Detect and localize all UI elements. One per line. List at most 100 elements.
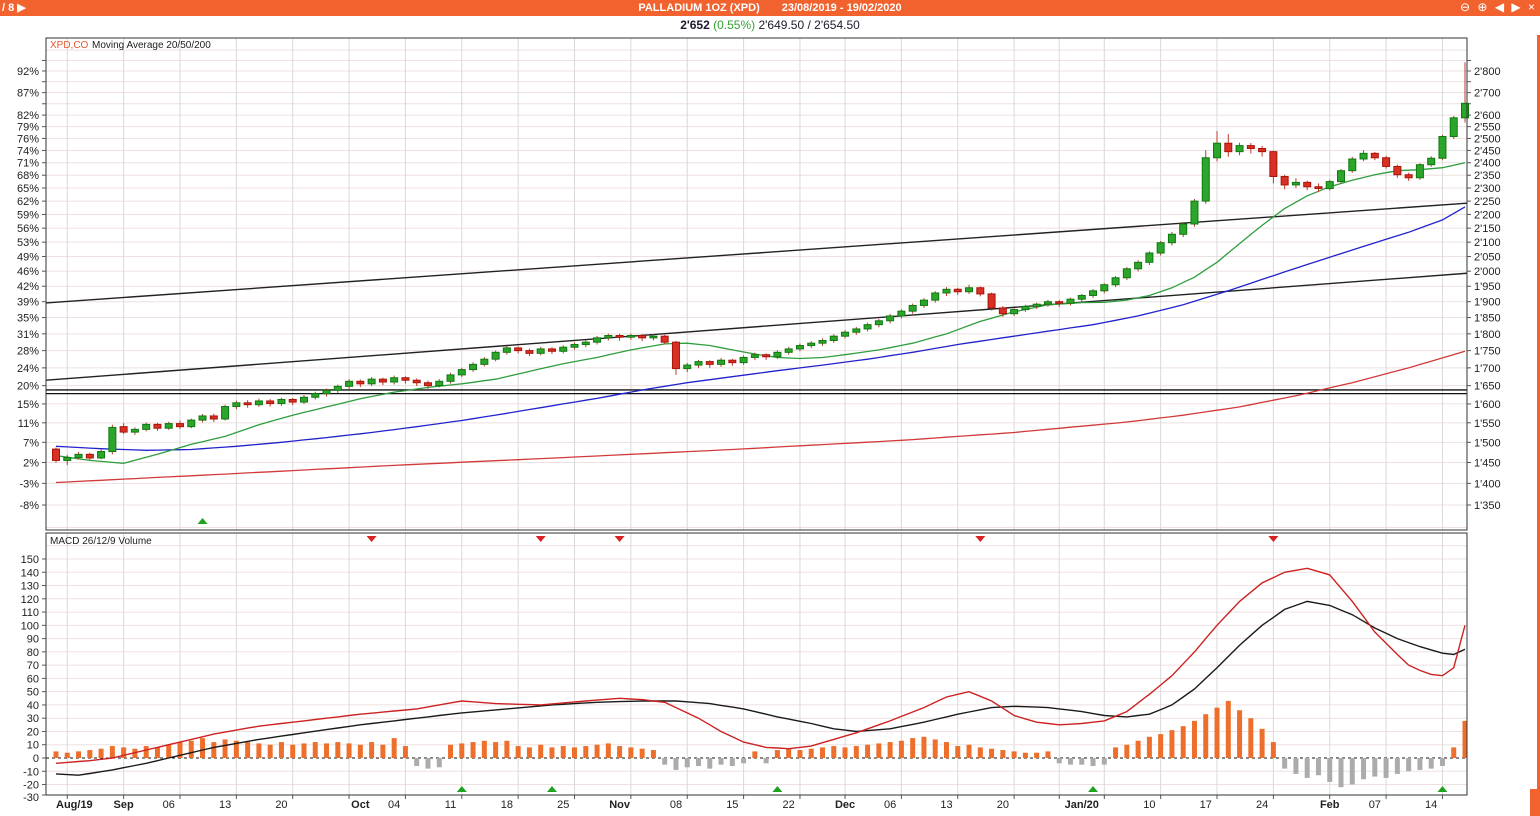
volume-bar [786, 748, 792, 758]
percent-axis-label: 62% [17, 196, 39, 208]
volume-bar [955, 746, 961, 758]
percent-axis-label: 79% [17, 122, 39, 134]
candle [1348, 158, 1357, 172]
volume-bar [650, 750, 656, 758]
percent-axis-label: 59% [17, 209, 39, 221]
candle [1190, 200, 1199, 225]
candle [615, 335, 624, 338]
volume-bar [752, 751, 758, 758]
candle [1224, 142, 1233, 153]
candles [52, 62, 1469, 524]
percent-axis-label: 42% [17, 281, 39, 293]
candle [852, 328, 861, 333]
candle [1393, 165, 1402, 176]
main-chart-ma-legend: Moving Average 20/50/200 [92, 40, 211, 51]
percent-axis-label: 24% [17, 363, 39, 375]
volume-bar [1394, 758, 1400, 774]
candle [1280, 175, 1289, 186]
next-icon[interactable]: ▶ [1511, 0, 1522, 14]
candle [311, 393, 320, 398]
x-axis-label: 13 [219, 799, 231, 811]
sell-signal-icon [975, 536, 986, 542]
x-axis-label: 07 [1369, 799, 1381, 811]
percent-axis-label: 82% [17, 110, 39, 122]
candle [221, 406, 230, 420]
ma50-line [55, 206, 1466, 451]
percent-axis-label: 74% [17, 145, 39, 157]
main-chart-symbol-legend: XPD,CO [50, 40, 89, 51]
volume-bar [943, 742, 949, 758]
price-axis-label: 2'600 [1474, 110, 1501, 122]
candle [1461, 102, 1469, 119]
candle [1145, 252, 1154, 263]
macd-axis-label: 20 [27, 726, 39, 738]
close-icon[interactable]: × [1527, 0, 1536, 14]
candle [570, 344, 579, 348]
macd-axis-label: 90 [27, 634, 39, 646]
volume-bar [887, 742, 893, 758]
volume-bar [1315, 758, 1321, 776]
percent-axis-label: 68% [17, 170, 39, 182]
candle [807, 342, 816, 347]
candle [514, 347, 523, 352]
volume-bar [560, 746, 566, 758]
volume-bar [278, 742, 284, 758]
candle [1156, 242, 1165, 254]
volume-bar [459, 743, 465, 758]
price-axis-label: 2'300 [1474, 183, 1501, 195]
volume-bar [572, 747, 578, 758]
volume-bar [504, 740, 510, 758]
percent-axis-label: 87% [17, 88, 39, 100]
candle [1100, 284, 1109, 292]
price-axis-label: 2'550 [1474, 122, 1501, 134]
x-axis-label: Nov [609, 799, 631, 811]
candle [1213, 142, 1222, 159]
volume-bar [1011, 751, 1017, 758]
x-axis-label: Aug/19 [56, 799, 93, 811]
candle [1032, 303, 1041, 307]
trendline [45, 272, 1468, 381]
volume-bar [741, 758, 747, 764]
price-chart-canvas[interactable]: 2'800 2'700 2'6002'5502'5002'4502'4002'350… [0, 35, 1540, 816]
x-axis-label: 08 [670, 799, 682, 811]
volume-bar [617, 746, 623, 758]
candle [547, 348, 556, 352]
volume-bar [98, 748, 104, 758]
prev-icon[interactable]: ◀ [1494, 0, 1506, 14]
x-axis-label: 25 [557, 799, 569, 811]
volume-bar [312, 742, 318, 758]
price-axis-label: 2'350 [1474, 170, 1501, 182]
candle [762, 354, 771, 358]
volume-bar [763, 758, 769, 764]
candle [683, 364, 692, 370]
price-axis-label: 2'100 [1474, 237, 1501, 249]
volume-bar [1383, 758, 1389, 778]
price-axis-label: 1'400 [1474, 478, 1501, 490]
price-axis-label: 1'500 [1474, 437, 1501, 449]
candle [1404, 174, 1413, 179]
next-page-icon[interactable]: ▶ [17, 2, 26, 14]
x-axis-label: 14 [1425, 799, 1437, 811]
volume-bar [797, 750, 803, 758]
volume-bar [1349, 758, 1355, 785]
macd-legend: MACD 26/12/9 Volume [50, 536, 152, 547]
candle [1291, 181, 1300, 186]
buy-signal-icon [1088, 786, 1099, 792]
macd-axis-label: 130 [21, 581, 39, 593]
candle [74, 453, 83, 459]
axis-labels: 2'800 2'700 2'6002'5502'5002'4502'4002'350… [17, 59, 1501, 811]
candle [277, 398, 286, 405]
candle [626, 335, 635, 338]
macd-axis-label: 40 [27, 700, 39, 712]
zoom-out-icon[interactable]: ⊖ [1460, 0, 1472, 14]
macd-axis-label: 60 [27, 673, 39, 685]
volume-bar [154, 747, 160, 758]
candle [1235, 145, 1244, 153]
zoom-in-icon[interactable]: ⊕ [1477, 0, 1489, 14]
macd-axis-label: 150 [21, 554, 39, 566]
candle [750, 354, 759, 358]
price-axis-label: 1'950 [1474, 281, 1501, 293]
candle [1134, 261, 1143, 270]
volume-bar [402, 746, 408, 758]
volume-bar [1101, 758, 1107, 765]
